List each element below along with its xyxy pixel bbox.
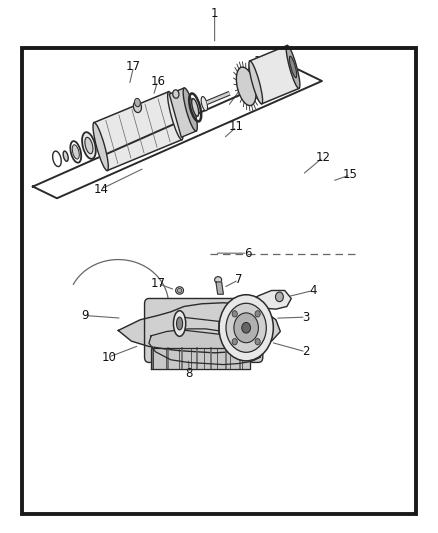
Ellipse shape	[63, 151, 68, 161]
Text: 11: 11	[229, 120, 244, 133]
Text: 1: 1	[211, 7, 219, 20]
Text: 2: 2	[302, 345, 310, 358]
Text: 17: 17	[126, 60, 141, 73]
Ellipse shape	[177, 317, 183, 330]
Ellipse shape	[192, 99, 199, 116]
Polygon shape	[94, 92, 182, 171]
Circle shape	[232, 311, 237, 317]
Ellipse shape	[134, 99, 140, 107]
Ellipse shape	[290, 56, 297, 78]
Text: 7: 7	[235, 273, 243, 286]
Ellipse shape	[201, 96, 208, 111]
Polygon shape	[118, 303, 280, 353]
Text: 15: 15	[343, 168, 358, 181]
FancyBboxPatch shape	[145, 298, 263, 362]
Ellipse shape	[176, 287, 184, 294]
Ellipse shape	[173, 90, 179, 98]
Polygon shape	[245, 290, 291, 309]
Polygon shape	[182, 317, 219, 334]
Ellipse shape	[177, 288, 182, 293]
Text: 13: 13	[253, 55, 268, 68]
Text: 4: 4	[309, 284, 317, 297]
Ellipse shape	[249, 61, 263, 104]
Text: 17: 17	[150, 277, 165, 290]
Circle shape	[234, 313, 258, 343]
Ellipse shape	[72, 145, 79, 159]
Circle shape	[232, 338, 237, 345]
Polygon shape	[169, 88, 196, 138]
Text: 3: 3	[302, 311, 309, 324]
Ellipse shape	[85, 138, 93, 154]
Polygon shape	[149, 329, 261, 365]
Text: 14: 14	[93, 183, 108, 196]
Ellipse shape	[237, 67, 256, 106]
Circle shape	[242, 322, 251, 333]
Polygon shape	[151, 348, 250, 369]
Text: 6: 6	[244, 247, 251, 260]
Ellipse shape	[215, 277, 222, 283]
Ellipse shape	[168, 92, 183, 140]
Circle shape	[219, 295, 273, 361]
Ellipse shape	[82, 132, 96, 159]
Polygon shape	[216, 282, 223, 294]
Polygon shape	[250, 45, 299, 104]
Ellipse shape	[173, 311, 186, 336]
Ellipse shape	[286, 45, 300, 88]
Circle shape	[255, 338, 260, 345]
Ellipse shape	[93, 123, 108, 171]
Text: 16: 16	[150, 75, 165, 87]
Bar	[22, 48, 416, 514]
Circle shape	[226, 303, 266, 352]
Ellipse shape	[183, 88, 197, 131]
Text: 9: 9	[81, 309, 89, 322]
Text: 10: 10	[101, 351, 116, 364]
Ellipse shape	[276, 292, 283, 302]
Circle shape	[255, 311, 260, 317]
Text: 8: 8	[186, 367, 193, 379]
Ellipse shape	[134, 101, 141, 112]
Text: 12: 12	[316, 151, 331, 164]
